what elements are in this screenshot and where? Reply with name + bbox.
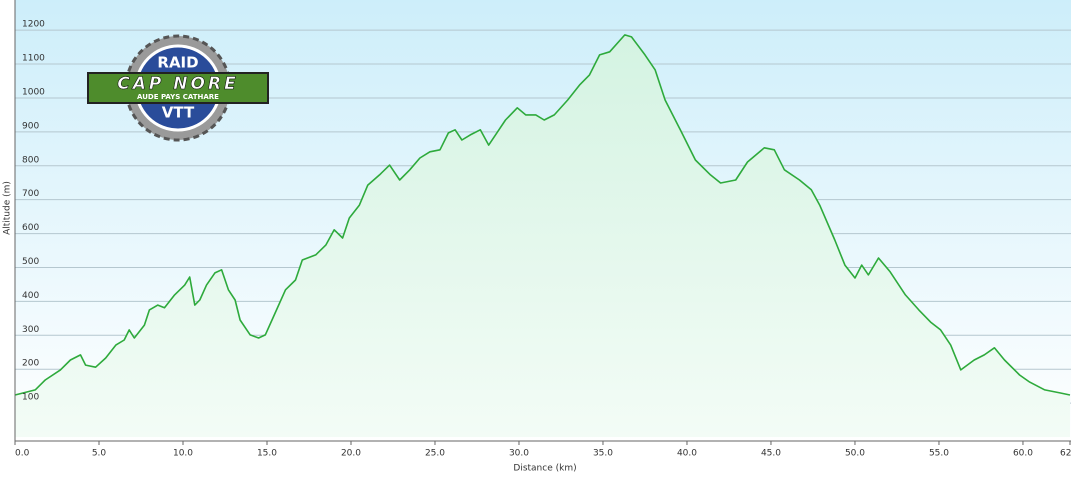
y-tick-label: 500 (22, 257, 39, 267)
y-tick-label: 1000 (22, 87, 45, 97)
x-tick-label: 10.0 (173, 449, 193, 459)
y-tick-label: 100 (22, 393, 39, 403)
y-tick-label: 400 (22, 291, 39, 301)
y-tick-label: 200 (22, 359, 39, 369)
x-tick-label: 62.8 (1060, 449, 1071, 459)
profile-line (14, 34, 1071, 396)
x-tick-label: 30.0 (509, 449, 529, 459)
x-tick-label: 0.0 (15, 449, 30, 459)
x-tick-label: 50.0 (845, 449, 865, 459)
x-tick-label: 25.0 (425, 449, 445, 459)
y-tick-label: 600 (22, 223, 39, 233)
x-tick-label: 40.0 (677, 449, 697, 459)
x-tick-label: 20.0 (341, 449, 361, 459)
logo-banner (87, 72, 269, 104)
y-tick-label: 1100 (22, 54, 45, 64)
logo: RAID CAP NORE AUDE PAYS CATHARE VTT (87, 34, 269, 142)
x-tick-label: 45.0 (761, 449, 781, 459)
logo-subtitle: AUDE PAYS CATHARE (137, 93, 219, 101)
y-tick-label: 800 (22, 155, 39, 165)
logo-bottom: VTT (162, 104, 195, 122)
logo-top: RAID (157, 54, 198, 72)
area-fill (15, 34, 1070, 438)
x-axis-label: Distance (km) (513, 464, 576, 474)
x-tick-label: 60.0 (1013, 449, 1033, 459)
x-tick-label: 35.0 (593, 449, 613, 459)
y-tick-label: 700 (22, 189, 39, 199)
x-tick-label: 5.0 (92, 449, 107, 459)
y-tick-label: 1200 (22, 20, 45, 30)
x-tick-label: 15.0 (257, 449, 277, 459)
logo-title: CAP NORE (117, 74, 238, 94)
x-tick-label: 55.0 (929, 449, 949, 459)
y-tick-label: 900 (22, 121, 39, 131)
y-axis-label: Altitude (m) (3, 181, 13, 235)
y-tick-label: 300 (22, 325, 39, 335)
